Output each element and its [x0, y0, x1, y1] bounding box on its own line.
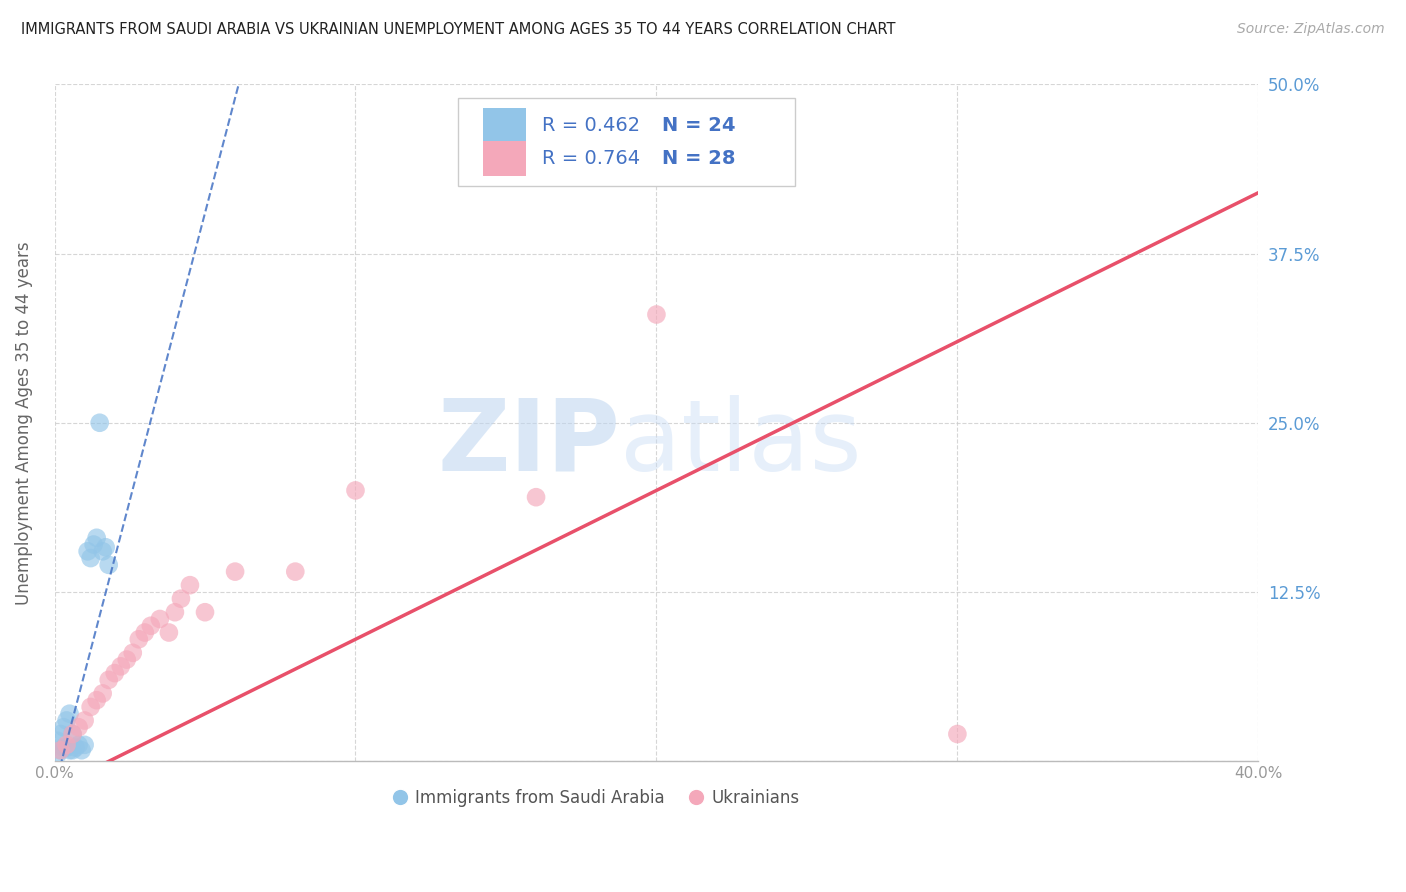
Point	[645, 308, 668, 322]
Point	[86, 693, 108, 707]
Text: Source: ZipAtlas.com: Source: ZipAtlas.com	[1237, 22, 1385, 37]
Point	[224, 565, 246, 579]
Point	[46, 733, 69, 747]
Text: N = 24: N = 24	[662, 116, 735, 136]
Point	[194, 605, 217, 619]
FancyBboxPatch shape	[484, 108, 526, 144]
Point	[62, 727, 84, 741]
Point	[67, 720, 90, 734]
Point	[284, 565, 307, 579]
Point	[97, 673, 120, 687]
Point	[52, 720, 75, 734]
Y-axis label: Unemployment Among Ages 35 to 44 years: Unemployment Among Ages 35 to 44 years	[15, 241, 32, 605]
Point	[76, 544, 98, 558]
Point	[149, 612, 172, 626]
Text: atlas: atlas	[620, 394, 862, 491]
Point	[79, 551, 101, 566]
Point	[524, 490, 547, 504]
Point	[52, 740, 75, 755]
Point	[91, 686, 114, 700]
Point	[946, 727, 969, 741]
Text: N = 28: N = 28	[662, 149, 735, 168]
Point	[65, 740, 87, 755]
Point	[49, 743, 72, 757]
Point	[104, 666, 127, 681]
Point	[73, 714, 96, 728]
FancyBboxPatch shape	[484, 141, 526, 176]
Point	[58, 706, 80, 721]
Point	[179, 578, 201, 592]
Point	[134, 625, 156, 640]
Point	[55, 738, 77, 752]
Text: IMMIGRANTS FROM SAUDI ARABIA VS UKRAINIAN UNEMPLOYMENT AMONG AGES 35 TO 44 YEARS: IMMIGRANTS FROM SAUDI ARABIA VS UKRAINIA…	[21, 22, 896, 37]
FancyBboxPatch shape	[458, 98, 794, 186]
Point	[157, 625, 180, 640]
Point	[97, 558, 120, 572]
Point	[58, 743, 80, 757]
Point	[46, 747, 69, 762]
Point	[86, 531, 108, 545]
Text: ZIP: ZIP	[437, 394, 620, 491]
Point	[55, 740, 77, 755]
Point	[73, 738, 96, 752]
Point	[94, 541, 117, 555]
Point	[344, 483, 367, 498]
Point	[55, 714, 77, 728]
Text: R = 0.764: R = 0.764	[543, 149, 640, 168]
Text: R = 0.462: R = 0.462	[543, 116, 640, 136]
Point	[89, 416, 111, 430]
Point	[67, 738, 90, 752]
Point	[83, 537, 105, 551]
Point	[110, 659, 132, 673]
Point	[139, 619, 162, 633]
Point	[91, 544, 114, 558]
Point	[70, 743, 93, 757]
Point	[115, 652, 138, 666]
Point	[79, 700, 101, 714]
Point	[163, 605, 186, 619]
Legend: Immigrants from Saudi Arabia, Ukrainians: Immigrants from Saudi Arabia, Ukrainians	[387, 782, 806, 814]
Point	[62, 727, 84, 741]
Point	[128, 632, 150, 647]
Point	[170, 591, 193, 606]
Point	[62, 743, 84, 757]
Point	[121, 646, 143, 660]
Point	[49, 743, 72, 757]
Point	[49, 727, 72, 741]
